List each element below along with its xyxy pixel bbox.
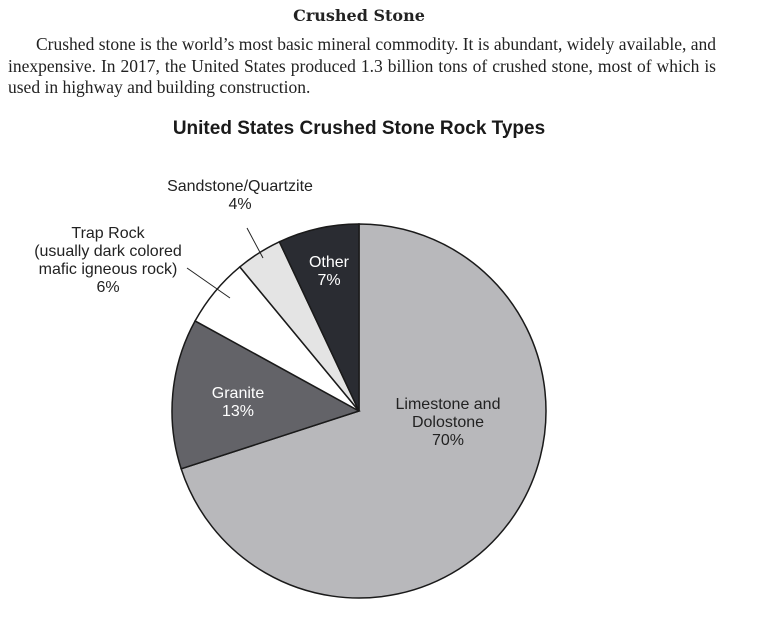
slice-value-label-1: 13% bbox=[222, 403, 254, 420]
slice-value-label-0: 70% bbox=[432, 432, 464, 449]
slice-label-0-line-0: Limestone and bbox=[396, 396, 501, 413]
leader-line-2 bbox=[186, 267, 231, 299]
pie-slice-1 bbox=[171, 319, 361, 470]
section-heading: Crushed Stone bbox=[293, 6, 425, 25]
slice-value-label-2: 6% bbox=[96, 279, 119, 296]
pie-slice-4 bbox=[278, 223, 360, 412]
slice-label-3-line-0: Sandstone/Quartzite bbox=[167, 178, 313, 195]
slice-value-label-3: 4% bbox=[228, 196, 251, 213]
slice-label-0-line-1: Dolostone bbox=[412, 414, 484, 431]
leader-line-3 bbox=[246, 227, 264, 259]
slice-label-4-line-0: Other bbox=[309, 254, 350, 271]
chart-title: United States Crushed Stone Rock Types bbox=[172, 118, 546, 139]
pie-slice-0 bbox=[180, 223, 547, 599]
intro-paragraph: Crushed stone is the world’s most basic … bbox=[8, 34, 716, 97]
slice-label-2-line-1: (usually dark colored bbox=[34, 243, 182, 260]
slice-label-2-line-0: Trap Rock bbox=[71, 225, 145, 242]
slice-label-1-line-0: Granite bbox=[212, 385, 265, 402]
slice-value-label-4: 7% bbox=[317, 272, 340, 289]
slice-label-2-line-2: mafic igneous rock) bbox=[39, 261, 178, 278]
